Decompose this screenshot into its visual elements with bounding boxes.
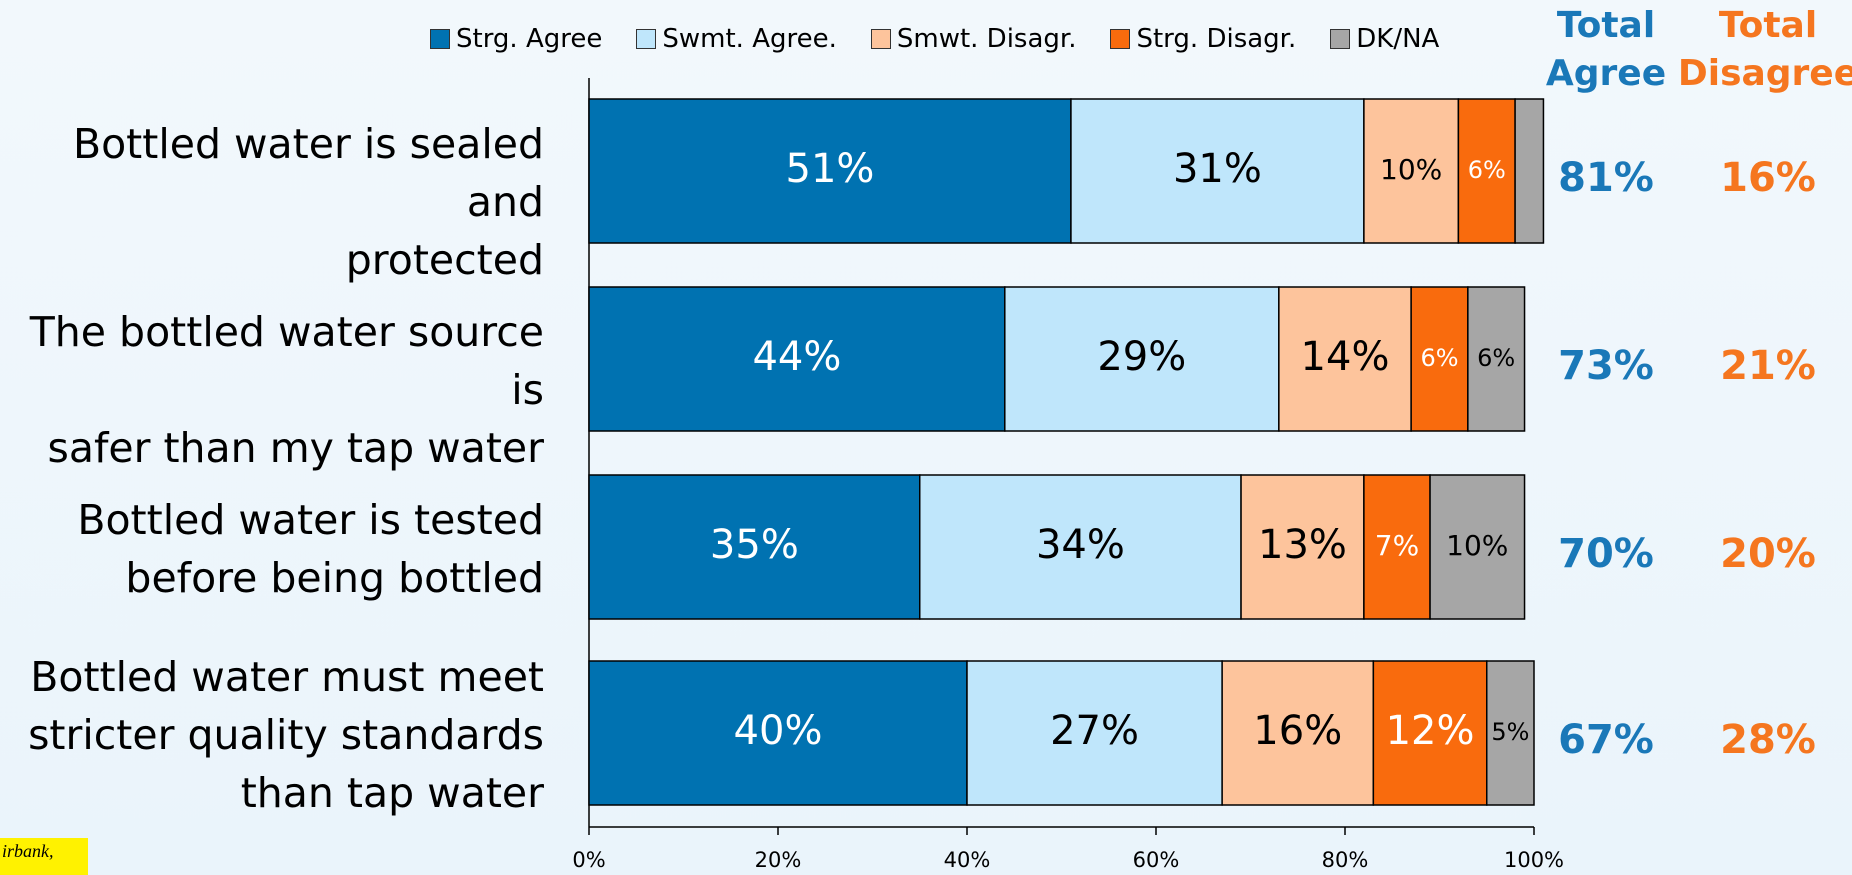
legend-label: Strg. Agree — [456, 24, 603, 54]
legend-label: Swmt. Agree. — [662, 24, 837, 54]
legend-item: Strg. Agree — [430, 24, 602, 54]
bar-segment — [919, 474, 1242, 620]
x-tick-label: 100% — [1503, 848, 1565, 872]
total-value: 67% — [1558, 717, 1654, 763]
legend-label: DK/NA — [1356, 24, 1440, 54]
total-value: 20% — [1720, 531, 1816, 577]
data-label: 10% — [1380, 153, 1442, 186]
data-label: 7% — [1375, 529, 1419, 562]
legend-item: DK/NA — [1330, 24, 1439, 54]
data-label: 6% — [1468, 156, 1506, 184]
category-label: Bottled water is sealed and protected — [72, 120, 544, 284]
data-label: 29% — [1097, 334, 1186, 380]
total-header: Total Disagree — [1677, 5, 1852, 94]
data-label: 34% — [1036, 522, 1125, 568]
data-label: 51% — [786, 146, 875, 192]
bar-segment — [588, 98, 1072, 244]
legend-swatch — [1330, 29, 1351, 49]
data-label: 35% — [710, 522, 799, 568]
x-tick-label: 60% — [1132, 848, 1180, 872]
data-label: 6% — [1477, 344, 1515, 372]
legend-swatch — [870, 29, 891, 49]
total-value: 81% — [1558, 155, 1654, 201]
data-label: 14% — [1301, 334, 1390, 380]
x-tick-label: 40% — [943, 848, 991, 872]
total-value: 28% — [1720, 717, 1816, 763]
bar-segment — [966, 660, 1223, 806]
bar-segment — [1004, 286, 1280, 432]
total-header: Total Agree — [1545, 5, 1667, 94]
data-label: 31% — [1173, 146, 1262, 192]
legend-swatch — [1110, 29, 1131, 49]
total-value: 21% — [1720, 343, 1816, 389]
bar-segment — [1514, 98, 1545, 244]
category-label: Bottled water must meet stricter quality… — [28, 653, 544, 817]
footnote: irbank, — [0, 838, 88, 875]
legend-swatch — [636, 29, 657, 49]
bar-segment — [1486, 660, 1535, 806]
bar-segment — [1410, 286, 1469, 432]
legend-swatch — [430, 29, 450, 49]
data-label: 6% — [1420, 344, 1458, 372]
x-tick-label: 0% — [572, 848, 606, 872]
data-label: 44% — [752, 334, 841, 380]
legend-label: Strg. Disagr. — [1136, 24, 1297, 54]
total-value: 70% — [1558, 531, 1654, 577]
legend-item: Swmt. Agree. — [636, 24, 837, 54]
total-value: 73% — [1558, 343, 1654, 389]
bar-segment — [1467, 286, 1526, 432]
bar-segment — [1429, 474, 1526, 620]
data-label: 12% — [1386, 708, 1475, 754]
legend: Strg. Agree Swmt. Agree. Smwt. Disagr. Strg… — [430, 24, 1439, 54]
bar-segment — [588, 286, 1006, 432]
data-label: 27% — [1050, 708, 1139, 754]
data-label: 5% — [1491, 718, 1529, 746]
data-label: 40% — [734, 708, 823, 754]
bar-segment — [1240, 474, 1365, 620]
bar-segment — [1278, 286, 1412, 432]
data-label: 10% — [1446, 529, 1508, 562]
legend-item: Strg. Disagr. — [1110, 24, 1296, 54]
bar-segment — [1372, 660, 1488, 806]
bar-segment — [588, 474, 921, 620]
data-label: 16% — [1253, 708, 1342, 754]
bar-segment — [1070, 98, 1365, 244]
legend-item: Smwt. Disagr. — [870, 24, 1077, 54]
category-label: The bottled water source is safer than m… — [29, 308, 544, 472]
bar-segment — [1363, 98, 1460, 244]
bar-segment — [588, 660, 968, 806]
data-label: 13% — [1258, 522, 1347, 568]
legend-label: Smwt. Disagr. — [896, 24, 1077, 54]
bar-segment — [1221, 660, 1375, 806]
total-value: 16% — [1720, 155, 1816, 201]
x-tick-label: 80% — [1321, 848, 1369, 872]
x-tick-label: 20% — [754, 848, 802, 872]
category-label: Bottled water is tested before being bot… — [77, 496, 544, 602]
